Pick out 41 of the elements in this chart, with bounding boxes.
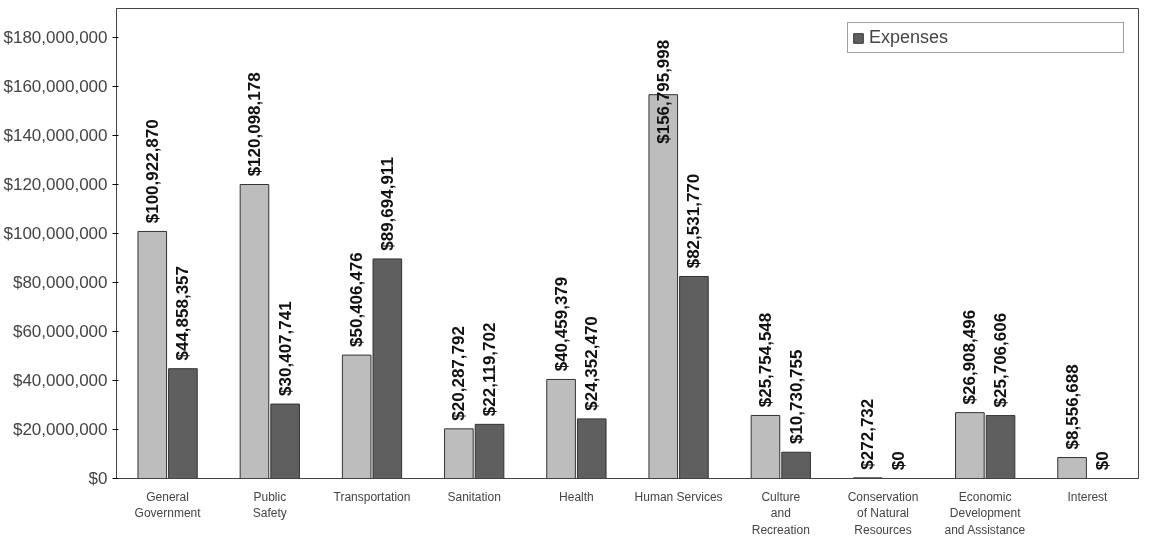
y-tick-label: $80,000,000: [12, 273, 108, 293]
data-label: $20,287,792: [449, 326, 469, 421]
y-tick-label: $60,000,000: [12, 322, 108, 342]
x-tick-label: Culture and Recreation: [751, 489, 810, 538]
legend-label: Expenses: [869, 27, 950, 48]
x-tick-label: Economic Development and Assistance: [944, 489, 1026, 538]
y-tick-label: $40,000,000: [12, 371, 108, 391]
x-tick-label: Health: [559, 489, 594, 504]
x-tick-label: Sanitation: [447, 489, 501, 504]
data-label: $50,406,476: [347, 252, 367, 347]
x-tick-label: General Government: [134, 489, 202, 521]
x-tick-label: Human Services: [634, 489, 723, 504]
data-label: $24,352,470: [582, 316, 602, 411]
data-label: $89,694,911: [377, 157, 397, 251]
x-tick-label: Transportation: [333, 489, 411, 504]
data-label: $40,459,379: [551, 276, 571, 372]
data-label: $25,754,548: [755, 312, 775, 408]
data-label: $22,119,702: [480, 322, 500, 417]
x-tick-label: Interest: [1067, 489, 1109, 504]
y-tick-label: $100,000,000: [3, 224, 108, 244]
data-label: $26,908,496: [960, 309, 980, 405]
data-label: $0: [1093, 451, 1113, 471]
data-label: $82,531,770: [684, 173, 704, 269]
y-tick-label: $180,000,000: [3, 28, 108, 48]
y-tick-label: $140,000,000: [3, 126, 108, 146]
y-tick-label: $160,000,000: [3, 77, 108, 97]
data-label: $100,922,870: [142, 119, 162, 224]
data-label: $8,556,688: [1062, 364, 1082, 450]
data-label: $0: [888, 451, 908, 471]
x-tick-label: Public Safety: [252, 489, 287, 521]
y-tick-label: $20,000,000: [12, 420, 108, 440]
y-tick-label: $0: [88, 469, 108, 488]
data-label: $272,732: [858, 398, 878, 470]
y-tick-label: $120,000,000: [3, 175, 108, 195]
data-label: $156,795,998: [653, 39, 673, 144]
data-label: $44,858,357: [173, 265, 193, 361]
data-label: $120,098,178: [244, 72, 264, 177]
data-label: $10,730,755: [786, 349, 806, 445]
data-label: $30,407,741: [275, 301, 295, 396]
x-tick-label: Conservation of Natural Resources: [847, 489, 919, 538]
data-label: $25,706,606: [991, 312, 1011, 408]
